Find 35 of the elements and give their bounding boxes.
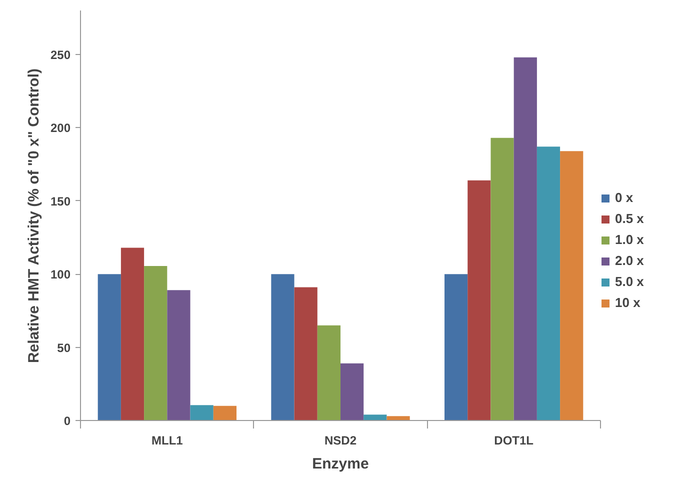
bar: [271, 274, 294, 420]
bar: [167, 290, 190, 420]
bar: [536, 146, 560, 420]
bar: [386, 416, 410, 420]
x-tick-label: NSD2: [324, 434, 357, 448]
x-axis-title: Enzyme: [312, 456, 369, 472]
bar: [340, 363, 364, 420]
legend-label: 1.0 x: [615, 232, 645, 247]
y-tick-label: 150: [50, 194, 71, 208]
legend-label: 0.5 x: [615, 211, 645, 226]
legend-label: 0 x: [615, 190, 634, 205]
bar: [490, 138, 514, 420]
bar: [364, 414, 387, 420]
legend-label: 5.0 x: [615, 274, 645, 289]
legend-label: 10 x: [615, 295, 642, 310]
bar: [444, 274, 468, 420]
y-axis-title: Relative HMT Activity (% of "0 x" Control): [25, 68, 42, 364]
legend-label: 2.0 x: [615, 253, 645, 268]
bar: [190, 405, 214, 420]
bar: [317, 325, 340, 420]
bar: [144, 266, 168, 420]
bar: [213, 406, 236, 420]
y-tick-label: 50: [57, 340, 71, 355]
x-tick-label: DOT1L: [494, 434, 534, 448]
x-tick-label: MLL1: [152, 434, 184, 448]
bar: [294, 287, 318, 420]
bar: [560, 151, 584, 420]
bar: [120, 248, 144, 420]
y-tick-label: 0: [64, 414, 71, 428]
bar: [468, 180, 491, 420]
y-tick-label: 100: [50, 268, 71, 282]
bar: [98, 274, 121, 420]
y-tick-label: 250: [50, 48, 71, 62]
y-tick-label: 200: [50, 121, 71, 136]
bar: [514, 57, 537, 420]
